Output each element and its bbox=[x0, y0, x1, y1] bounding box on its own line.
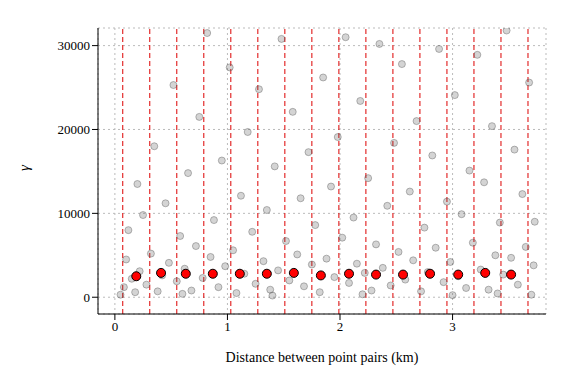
svg-text:1: 1 bbox=[224, 319, 231, 334]
svg-text:0: 0 bbox=[112, 319, 119, 334]
svg-text:10000: 10000 bbox=[58, 206, 91, 221]
svg-text:0: 0 bbox=[84, 290, 91, 305]
svg-text:Distance between point pairs (: Distance between point pairs (km) bbox=[226, 350, 419, 366]
svg-text:3: 3 bbox=[449, 319, 456, 334]
svg-text:2: 2 bbox=[337, 319, 344, 334]
svg-text:γ: γ bbox=[16, 164, 32, 171]
svg-text:20000: 20000 bbox=[58, 122, 91, 137]
svg-text:30000: 30000 bbox=[58, 38, 91, 53]
